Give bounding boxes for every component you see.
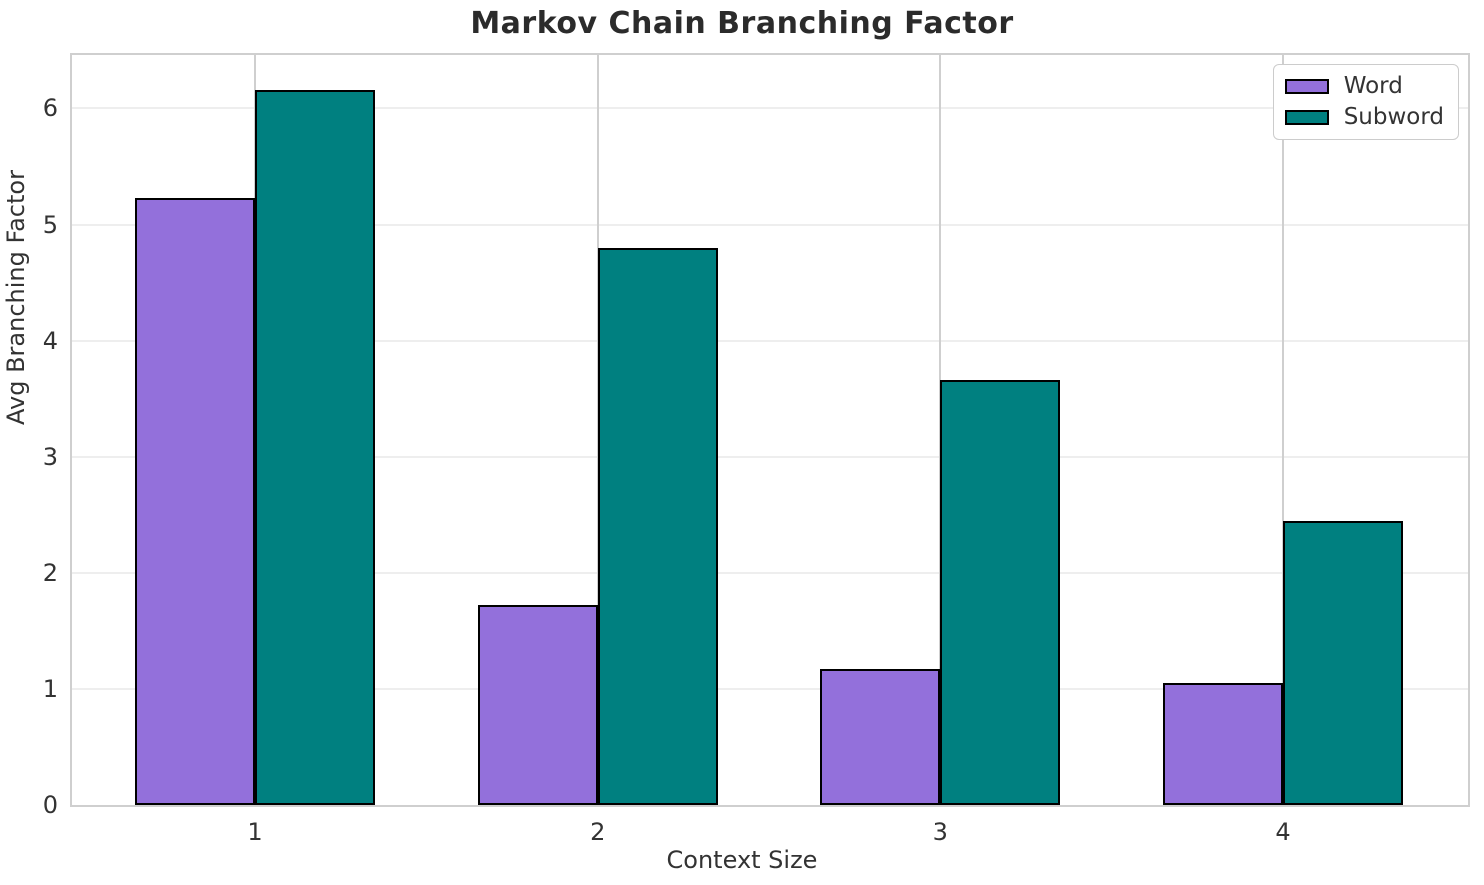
x-axis-label: Context Size (666, 846, 818, 874)
bar-word-4 (1163, 683, 1284, 805)
gridline-horizontal (72, 571, 1468, 574)
word-swatch (1284, 79, 1329, 94)
y-tick-label: 3 (42, 442, 58, 471)
y-tick-label: 1 (42, 674, 58, 703)
legend-item-word: Word (1284, 73, 1444, 99)
y-tick-label: 5 (42, 210, 58, 239)
gridline-horizontal (72, 687, 1468, 690)
bar-word-1 (135, 197, 255, 805)
gridline-horizontal (72, 107, 1468, 110)
gridline-horizontal (72, 339, 1468, 342)
y-axis-label: Avg Branching Factor (2, 170, 30, 425)
bar-subword-3 (940, 380, 1061, 805)
plot-area: Word Subword (70, 53, 1470, 807)
y-tick-label: 6 (42, 94, 58, 123)
bar-subword-4 (1283, 520, 1404, 805)
x-tick-label: 2 (590, 818, 606, 846)
x-tick-label: 4 (1275, 818, 1291, 846)
gridline-horizontal (72, 223, 1468, 226)
gridline-horizontal (72, 455, 1468, 458)
legend-item-subword: Subword (1284, 104, 1444, 130)
gridline-vertical (1282, 55, 1285, 805)
bar-word-3 (820, 669, 941, 805)
chart-title: Markov Chain Branching Factor (470, 6, 1014, 41)
legend-label-subword: Subword (1343, 104, 1444, 130)
y-tick-label: 4 (42, 326, 58, 355)
bar-subword-1 (255, 89, 375, 805)
x-tick-label: 1 (247, 818, 263, 846)
bar-word-2 (477, 605, 598, 805)
legend: Word Subword (1272, 64, 1459, 140)
legend-label-word: Word (1343, 73, 1403, 99)
y-tick-label: 0 (42, 791, 58, 819)
x-tick-label: 3 (932, 818, 948, 846)
bar-subword-2 (597, 247, 718, 805)
y-tick-label: 2 (42, 558, 58, 587)
subword-swatch (1284, 110, 1329, 125)
